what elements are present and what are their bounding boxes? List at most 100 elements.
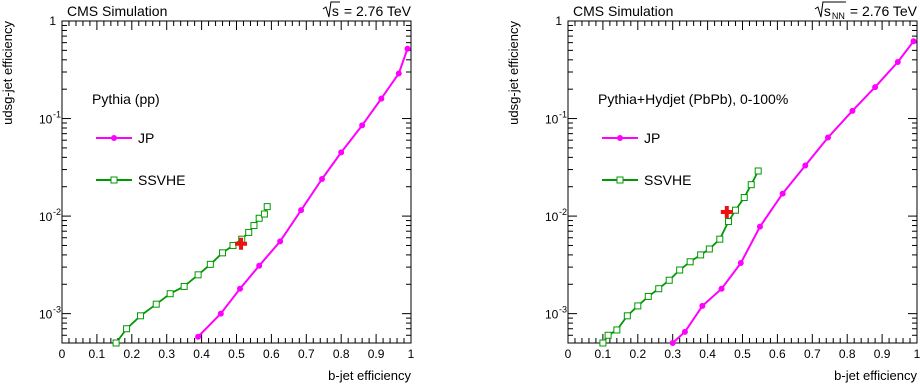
left-panel-pp: 0 0.1 0.2 0.3 0.4 0.5 0.6 0.7 0.8 0.9 1110-110-210… [0, 1, 415, 383]
y-tick-label: 1 [49, 14, 56, 28]
working-point-marker [720, 206, 733, 219]
x-tick-label: 1 [914, 347, 920, 361]
x-tick-label: 0.7 [298, 347, 315, 361]
data-point [404, 45, 411, 52]
legend-marker [617, 135, 623, 141]
plot-frame [61, 20, 412, 344]
legend-marker [110, 176, 118, 184]
y-tick-label-exponent: -3 [53, 305, 61, 315]
data-point [599, 339, 607, 347]
data-point [277, 238, 284, 245]
y-axis-title: udsg-jet efficiency [506, 21, 521, 125]
legend-marker [616, 176, 624, 184]
data-point [123, 325, 131, 333]
axis-ticks [567, 21, 918, 344]
data-point [260, 210, 268, 218]
data-point [152, 300, 160, 308]
data-point [250, 222, 258, 230]
plot-frame [567, 20, 918, 344]
series-line [115, 206, 269, 344]
data-point [112, 339, 120, 347]
data-point [613, 326, 621, 334]
data-point [604, 331, 612, 339]
series-line [197, 48, 409, 338]
sqrt-sign [814, 1, 846, 18]
data-point [872, 84, 879, 91]
data-point [754, 167, 762, 175]
data-point [180, 282, 188, 290]
right-panel-pbpb: 0 0.1 0.2 0.3 0.4 0.5 0.6 0.7 0.8 0.9 1110-110-210… [506, 1, 920, 383]
y-tick-label-exponent: -1 [53, 110, 61, 120]
header-energy: = 2.76 TeV NNs [814, 1, 918, 21]
data-point [825, 134, 832, 141]
y-tick-label-exponent: -3 [559, 305, 567, 315]
header-cms-simulation: CMS Simulation [67, 3, 167, 19]
data-point [206, 260, 214, 268]
data-point [219, 249, 227, 257]
data-point [137, 312, 145, 320]
x-tick-label: 0.7 [804, 347, 821, 361]
legend-label: SSVHE [138, 172, 185, 188]
data-point [669, 340, 676, 346]
legend-title: Pythia (pp) [92, 91, 160, 107]
data-point [378, 95, 385, 102]
legend-marker [111, 135, 117, 141]
data-point [255, 214, 263, 222]
x-tick-label: 0 [565, 347, 572, 361]
data-point [737, 260, 744, 267]
data-point [298, 207, 305, 214]
data-point [705, 245, 713, 253]
data-point [634, 302, 642, 310]
legend-label: SSVHE [644, 172, 691, 188]
axis-ticks [61, 21, 412, 344]
sqrt-sign [322, 1, 340, 18]
data-point [256, 262, 263, 269]
y-tick-label-exponent: -2 [559, 207, 567, 217]
y-tick-label-base: 10 [39, 113, 53, 127]
data-point [718, 285, 725, 292]
series-jp [195, 45, 411, 340]
y-tick-label-exponent: -1 [559, 110, 567, 120]
data-point [802, 162, 809, 169]
header-sqrt-argument: s [332, 3, 339, 19]
data-point [217, 310, 224, 317]
x-tick-label: 0.6 [263, 347, 280, 361]
header-sqrt-argument: s [824, 3, 831, 19]
x-axis-title: b-jet efficiency [834, 368, 917, 383]
x-tick-label: 0.9 [368, 347, 385, 361]
data-point [716, 235, 724, 243]
header-energy-text: = 2.76 TeV [850, 3, 918, 19]
x-tick-label: 0.8 [839, 347, 856, 361]
header-sqrt-subscript: NN [832, 11, 845, 21]
data-point [756, 223, 763, 230]
y-tick-label-exponent: -2 [53, 207, 61, 217]
x-axis-title: b-jet efficiency [328, 368, 411, 383]
x-tick-label: 0.4 [193, 347, 210, 361]
data-point [686, 258, 694, 266]
data-point [676, 266, 684, 274]
x-tick-label: 0.6 [769, 347, 786, 361]
x-tick-label: 0.3 [158, 347, 175, 361]
data-point [910, 38, 917, 45]
data-point [697, 251, 705, 259]
data-point [166, 290, 174, 298]
y-tick-label-base: 10 [39, 210, 53, 224]
data-point [779, 190, 786, 197]
data-point [263, 203, 271, 211]
data-point [747, 181, 755, 189]
y-tick-label-base: 10 [545, 113, 559, 127]
data-point [665, 276, 673, 284]
series-ssvhe [599, 167, 762, 347]
data-point [359, 122, 366, 129]
legend-label: JP [138, 130, 154, 146]
data-point [655, 285, 663, 293]
x-tick-label: 0.9 [874, 347, 891, 361]
x-tick-label: 0.2 [629, 347, 646, 361]
x-tick-label: 0.8 [333, 347, 350, 361]
header-energy: = 2.76 TeV s [322, 1, 412, 19]
series-ssvhe [112, 203, 271, 347]
working-point-marker [235, 237, 248, 250]
data-point [194, 271, 202, 279]
data-point [395, 70, 402, 77]
data-point [644, 292, 652, 300]
